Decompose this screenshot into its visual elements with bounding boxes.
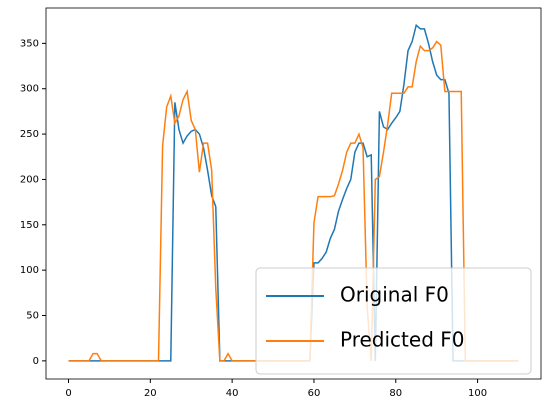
x-tick-label: 20 (144, 388, 157, 399)
y-tick-label: 0 (33, 356, 39, 367)
x-tick-label: 100 (468, 388, 487, 399)
legend-label: Predicted F0 (340, 328, 464, 352)
legend-label: Original F0 (340, 283, 449, 307)
x-tick-label: 40 (226, 388, 239, 399)
legend-box (255, 267, 532, 375)
y-tick-label: 350 (20, 38, 39, 49)
y-tick-label: 200 (20, 174, 39, 185)
y-tick-label: 50 (26, 311, 39, 322)
x-tick-label: 60 (308, 388, 321, 399)
x-tick-label: 0 (65, 388, 71, 399)
x-tick-label: 80 (389, 388, 402, 399)
y-tick-label: 100 (20, 265, 39, 276)
axes-frame (45, 7, 542, 380)
y-tick-label: 250 (20, 129, 39, 140)
y-tick-label: 300 (20, 84, 39, 95)
y-tick-label: 150 (20, 220, 39, 231)
